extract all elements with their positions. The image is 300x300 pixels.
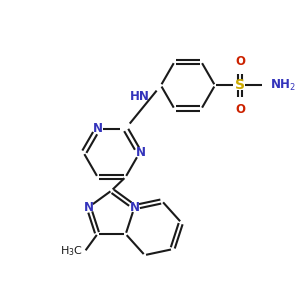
Text: O: O	[235, 55, 245, 68]
Text: N: N	[136, 146, 146, 159]
Text: H$_3$C: H$_3$C	[60, 244, 82, 258]
Text: S: S	[235, 78, 245, 92]
Text: N: N	[84, 201, 94, 214]
Text: N: N	[93, 122, 103, 135]
Text: HN: HN	[130, 90, 150, 103]
Text: N: N	[130, 201, 140, 214]
Text: O: O	[235, 103, 245, 116]
Text: NH$_2$: NH$_2$	[270, 78, 296, 93]
